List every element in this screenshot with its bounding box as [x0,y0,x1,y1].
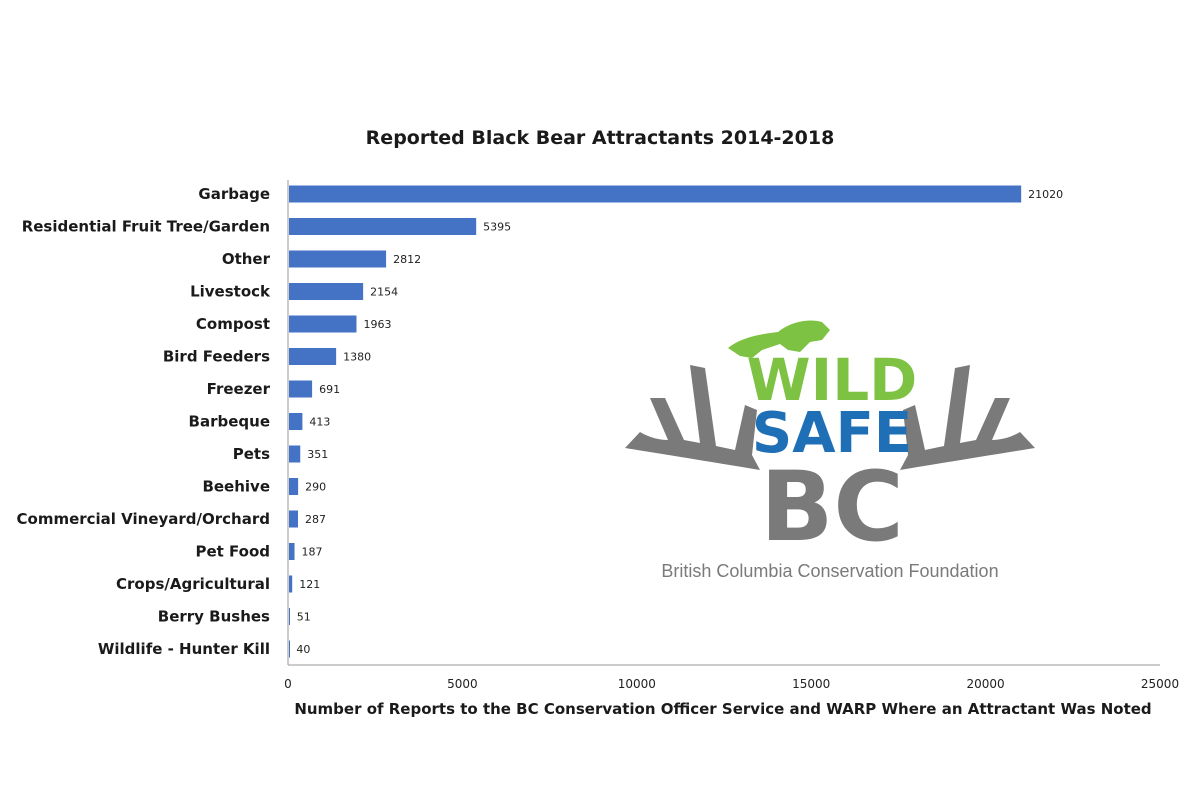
category-label: Beehive [202,478,270,496]
category-label: Other [222,250,271,268]
x-tick-label: 5000 [447,677,478,691]
x-tick-label: 10000 [618,677,656,691]
bar-12 [289,575,293,593]
category-label: Barbeque [189,413,270,431]
bar-value-label: 187 [302,546,323,559]
x-tick-label: 15000 [792,677,830,691]
bar-value-label: 40 [296,643,310,656]
x-tick-label: 0 [284,677,292,691]
bars-group: 21020 5395 2812 2154 1963 1380 691 413 351 290 287… [289,185,1063,658]
bar-value-label: 121 [299,578,320,591]
category-label: Bird Feeders [163,348,270,366]
category-label: Berry Bushes [158,608,270,626]
bar-8 [289,445,301,463]
bar-7 [289,413,303,430]
bar-10 [289,510,299,528]
x-tick-label: 25000 [1141,677,1179,691]
logo-safe-text: SAFE [752,401,912,466]
bar-9 [289,478,299,495]
chart-title: Reported Black Bear Attractants 2014-201… [365,127,835,149]
category-labels: Garbage Residential Fruit Tree/Garden Othe… [17,185,272,658]
category-label: Commercial Vineyard/Orchard [17,510,271,528]
bar-value-label: 1963 [363,318,391,331]
category-label: Garbage [198,185,270,203]
bar-value-label: 2154 [370,286,398,299]
bar-13 [289,608,290,625]
x-axis-title: Number of Reports to the BC Conservation… [294,700,1152,718]
bar-value-label: 1380 [343,351,371,364]
bar-value-label: 351 [307,448,328,461]
category-label: Crops/Agricultural [116,575,270,593]
bar-1 [289,218,477,235]
logo-wild-text: WILD [747,346,918,414]
x-tick-labels: 0 5000 10000 15000 20000 25000 [284,677,1179,691]
right-antler-shape [900,365,1035,470]
bar-2 [289,250,387,268]
bar-3 [289,283,364,300]
category-label: Pet Food [195,543,270,561]
logo-caption-text: British Columbia Conservation Foundation [661,561,998,581]
bar-value-label: 290 [305,481,326,494]
category-label: Freezer [207,380,271,398]
category-label: Livestock [190,283,271,301]
bar-value-label: 413 [309,416,330,429]
wildsafebc-logo: WILD SAFE BC British Columbia Conservati… [625,320,1035,581]
category-label: Wildlife - Hunter Kill [98,640,270,658]
bar-14 [289,640,290,658]
bar-value-label: 5395 [483,221,511,234]
category-label: Pets [233,445,270,463]
bar-value-label: 691 [319,383,340,396]
category-label: Compost [196,315,270,333]
bar-value-label: 51 [297,611,311,624]
category-label: Residential Fruit Tree/Garden [22,218,270,236]
bar-4 [289,315,357,333]
cougar-silhouette [728,320,830,358]
bar-5 [289,348,337,365]
x-tick-label: 20000 [967,677,1005,691]
bar-value-label: 21020 [1028,188,1063,201]
bar-11 [289,543,295,560]
bar-0 [289,185,1022,203]
left-antler-shape [625,365,760,470]
bar-6 [289,380,313,398]
bar-value-label: 287 [305,513,326,526]
logo-bc-text: BC [760,451,904,563]
bar-value-label: 2812 [393,253,421,266]
axes [287,180,1160,666]
